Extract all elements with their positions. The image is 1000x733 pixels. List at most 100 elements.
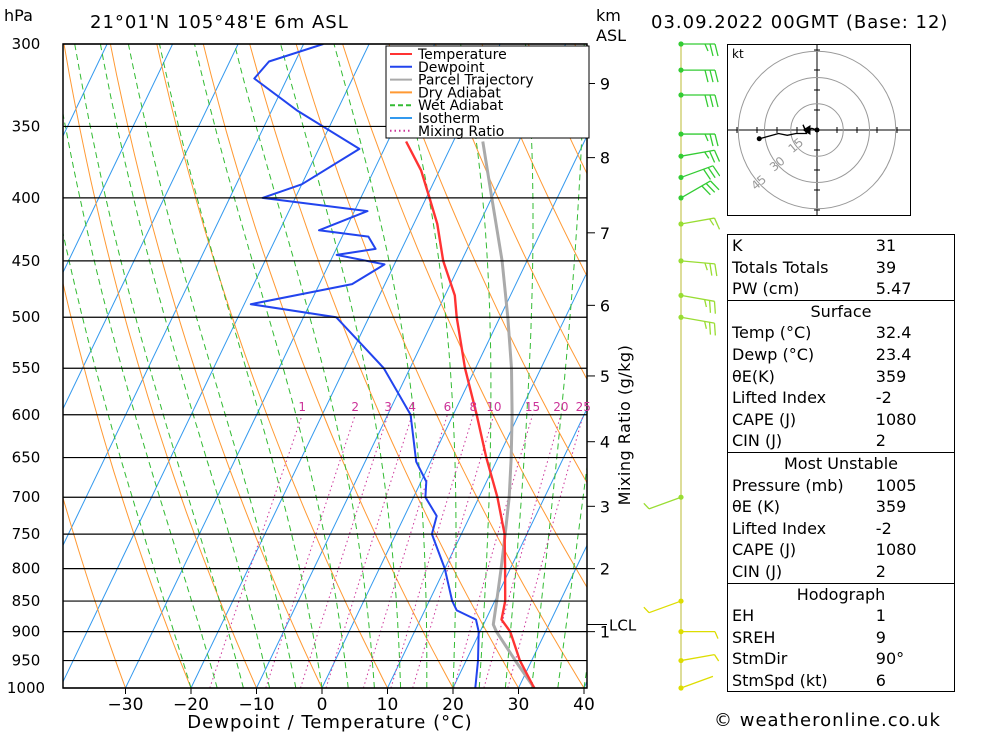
wind-barb-feather — [704, 94, 709, 108]
wind-barb-feather — [713, 150, 720, 162]
wind-barb-feather — [714, 43, 719, 57]
mixing-ratio-line — [300, 414, 389, 688]
wind-barb-feather — [705, 182, 716, 193]
height-tick-label: 4 — [600, 433, 610, 452]
x-tick-label: −10 — [239, 695, 275, 715]
x-tick-label: −20 — [173, 695, 209, 715]
wind-barb-feather — [714, 94, 719, 108]
x-tick-label: 40 — [573, 695, 595, 715]
index-value: 32.4 — [875, 323, 912, 343]
x-tick-label: 10 — [377, 695, 399, 715]
index-value: 90° — [875, 649, 905, 669]
index-label: CAPE (J) — [732, 409, 797, 429]
pressure-tick-label: 950 — [12, 652, 41, 670]
index-label: θE(K) — [732, 366, 775, 386]
wind-barb-feather — [713, 217, 720, 230]
index-row: Pressure (mb) 1005 — [728, 475, 955, 497]
mixing-ratio-line — [453, 414, 534, 688]
pressure-tick-label: 750 — [12, 525, 41, 543]
dry-adiabat-line — [481, 44, 587, 278]
x-axis-title: Dewpoint / Temperature (°C) — [187, 712, 472, 733]
wind-barb-feather — [704, 321, 708, 329]
index-row: PW (cm) 5.47 — [728, 278, 955, 300]
wet-adiabat-line — [63, 230, 192, 688]
height-tick-label: 1 — [600, 623, 610, 642]
hodograph-ring — [790, 103, 844, 157]
wind-barb-staff — [680, 654, 715, 662]
index-value: 1080 — [875, 409, 917, 429]
wind-barb-staff — [680, 260, 715, 265]
dry-adiabat-line — [621, 44, 720, 688]
dry-adiabat-line — [574, 44, 587, 73]
index-value: -2 — [875, 388, 892, 408]
index-row: θE(K) 359 — [728, 366, 955, 388]
pressure-tick-label: 350 — [12, 117, 41, 135]
wind-barb-staff — [680, 217, 715, 225]
dry-adiabat-line — [63, 281, 192, 688]
index-label: Dewp (°C) — [732, 344, 815, 364]
index-value: 1 — [875, 606, 886, 626]
pressure-tick-label: 500 — [12, 308, 41, 326]
index-row: CAPE (J) 1080 — [728, 539, 955, 561]
index-value: 1080 — [875, 540, 917, 560]
mixing-ratio-axis-title: Mixing Ratio (g/kg) — [615, 345, 634, 506]
wind-barb-staff — [648, 600, 682, 614]
pressure-tick-label: 300 — [12, 35, 41, 53]
hodograph-unit: kt — [732, 47, 744, 61]
index-label: CIN (J) — [732, 431, 783, 451]
wind-barb-feather — [714, 263, 718, 277]
wind-barb-feather — [643, 502, 650, 510]
index-row: Dewp (°C) 23.4 — [728, 344, 955, 366]
wet-adiabat-line — [531, 44, 585, 688]
isotherm-line — [63, 44, 174, 274]
index-row: CIN (J) 2 — [728, 561, 955, 583]
pressure-tick-label: 650 — [12, 449, 41, 467]
index-section-row: Surface — [727, 299, 955, 323]
hodograph-end-dot — [756, 136, 762, 142]
pressure-tick-label: 550 — [12, 359, 41, 377]
pressure-tick-label: 600 — [12, 406, 41, 424]
wind-barb-staff — [680, 316, 715, 324]
index-label: EH — [732, 606, 755, 626]
mixing-ratio-line — [390, 414, 474, 688]
wind-barb-staff — [680, 165, 714, 179]
index-row: StmSpd (kt) 6 — [728, 670, 955, 692]
isotherm-line — [321, 134, 587, 688]
wind-barb-feather — [708, 150, 716, 163]
legend-label: Dewpoint — [418, 60, 485, 76]
temperature-line — [405, 140, 536, 688]
wind-barb-feather — [704, 262, 708, 271]
index-row: Lifted Index -2 — [728, 518, 955, 540]
isotherm-line — [650, 44, 721, 688]
index-row: Lifted Index -2 — [728, 387, 955, 409]
wind-barb-feather — [709, 43, 714, 57]
index-label: CIN (J) — [732, 561, 783, 581]
dry-adiabat-line — [295, 44, 585, 688]
index-section-title: Hodograph — [727, 582, 955, 606]
dry-adiabat-line — [202, 44, 454, 688]
wind-barb-feather — [707, 167, 716, 179]
index-label: StmSpd (kt) — [732, 670, 828, 690]
index-value: 31 — [875, 236, 897, 255]
dry-adiabat-line — [63, 44, 257, 688]
mixing-ratio-line — [209, 414, 303, 688]
wind-barb-feather — [704, 43, 709, 52]
mixing-ratio-label: 2 — [351, 400, 359, 414]
index-value: 1005 — [875, 475, 917, 495]
height-tick-label: 5 — [600, 367, 610, 386]
isotherm-line — [256, 44, 567, 688]
index-value: 39 — [875, 257, 897, 277]
index-value: 359 — [875, 497, 907, 517]
pressure-unit-label: hPa — [4, 6, 33, 25]
isotherm-line — [125, 44, 436, 688]
hodograph-ring — [764, 77, 870, 183]
mixing-ratio-line — [507, 414, 584, 688]
index-label: Pressure (mb) — [732, 475, 844, 495]
wind-barb-staff — [680, 675, 714, 689]
index-label: Totals Totals — [732, 257, 829, 277]
index-label: PW (cm) — [732, 279, 800, 299]
indices-table: K 31 Totals Totals 39 PW (cm) 5.47 Surface Temp… — [727, 234, 955, 693]
wet-adiabat-line — [394, 44, 457, 688]
index-section-title: Surface — [727, 299, 955, 323]
